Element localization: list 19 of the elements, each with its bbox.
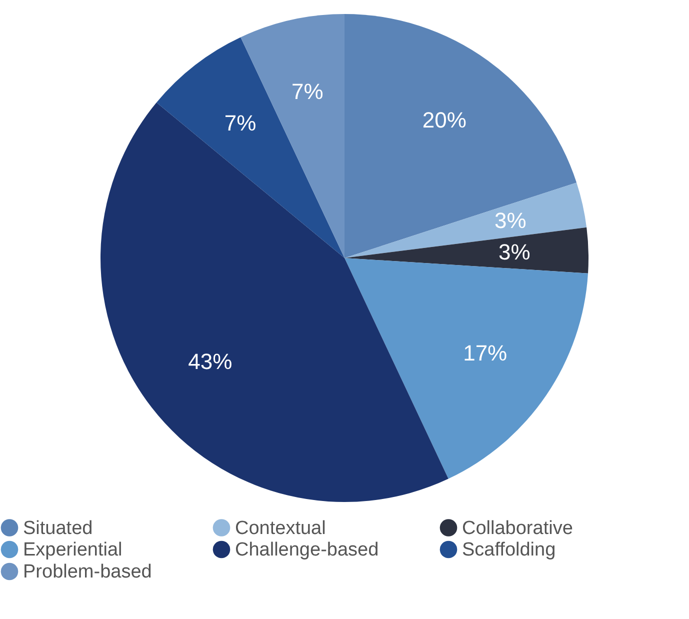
legend-label: Problem-based — [23, 562, 152, 582]
legend-label: Contextual — [235, 518, 326, 539]
data-label: 3% — [494, 208, 526, 233]
pie-slice — [344, 258, 588, 479]
legend-label: Experiential — [23, 540, 122, 560]
legend-label: Challenge-based — [235, 540, 379, 560]
legend-label: Collaborative — [462, 518, 573, 539]
legend-label: Situated — [23, 518, 93, 539]
data-label: 20% — [422, 107, 466, 132]
pie-slice — [344, 182, 587, 258]
data-label: 43% — [188, 349, 232, 374]
data-label: 7% — [224, 110, 256, 136]
data-label: 7% — [292, 79, 324, 104]
pie-slice — [344, 227, 588, 274]
data-label: 17% — [463, 340, 508, 366]
pie-slice — [344, 14, 577, 258]
legend-label: Scaffolding — [462, 540, 556, 560]
pie-slice — [156, 37, 344, 258]
data-label: 3% — [498, 240, 530, 265]
